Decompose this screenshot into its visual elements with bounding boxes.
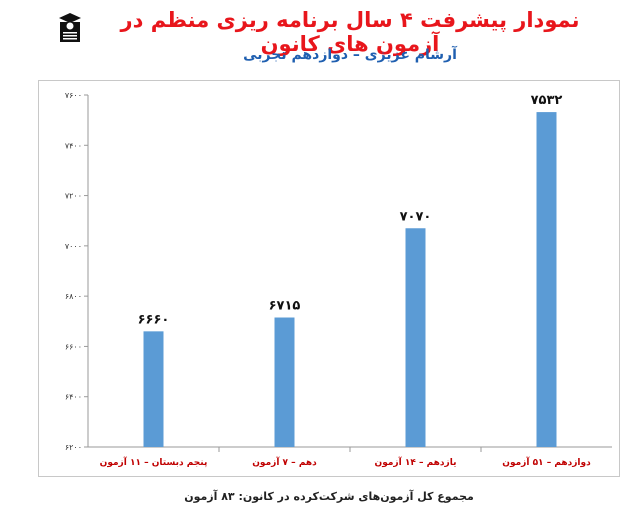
x-category-label: دوازدهم – ۵۱ آزمون bbox=[502, 456, 591, 468]
y-tick-label: ۷۴۰۰ bbox=[65, 141, 82, 150]
y-tick-label: ۶۴۰۰ bbox=[65, 393, 82, 402]
bar bbox=[536, 112, 557, 448]
y-tick-label: ۷۰۰۰ bbox=[65, 242, 82, 251]
bar bbox=[274, 317, 295, 447]
x-category-label: دهم – ۷ آزمون bbox=[252, 456, 317, 468]
bar-data-label: ۷۰۷۰ bbox=[400, 209, 432, 224]
chart-frame bbox=[38, 80, 620, 477]
graduate-logo-icon bbox=[59, 13, 81, 42]
chart-subtitle: آرشام عزیزی – دوازدهم تجربی bbox=[243, 47, 457, 63]
bar-data-label: ۶۶۶۰ bbox=[138, 312, 170, 327]
bar-data-label: ۷۵۳۲ bbox=[531, 93, 563, 108]
y-tick-label: ۶۶۰۰ bbox=[65, 342, 82, 351]
bar-data-label: ۶۷۱۵ bbox=[269, 299, 301, 314]
y-tick-label: ۶۸۰۰ bbox=[65, 292, 82, 301]
x-category-label: پنجم دبستان – ۱۱ آزمون bbox=[100, 456, 208, 468]
y-tick-label: ۷۶۰۰ bbox=[65, 91, 82, 100]
y-tick-label: ۷۲۰۰ bbox=[65, 192, 82, 201]
y-tick-label: ۶۲۰۰ bbox=[65, 443, 82, 452]
x-category-label: یازدهم – ۱۴ آزمون bbox=[375, 456, 457, 468]
footer-note: مجموع کل آزمون‌های شرکت‌کرده در کانون: ۸… bbox=[184, 490, 474, 503]
chart-title: نمودار پیشرفت ۴ سال برنامه ریزی منظم در … bbox=[120, 8, 580, 56]
bar bbox=[405, 228, 426, 447]
bar bbox=[143, 331, 164, 447]
